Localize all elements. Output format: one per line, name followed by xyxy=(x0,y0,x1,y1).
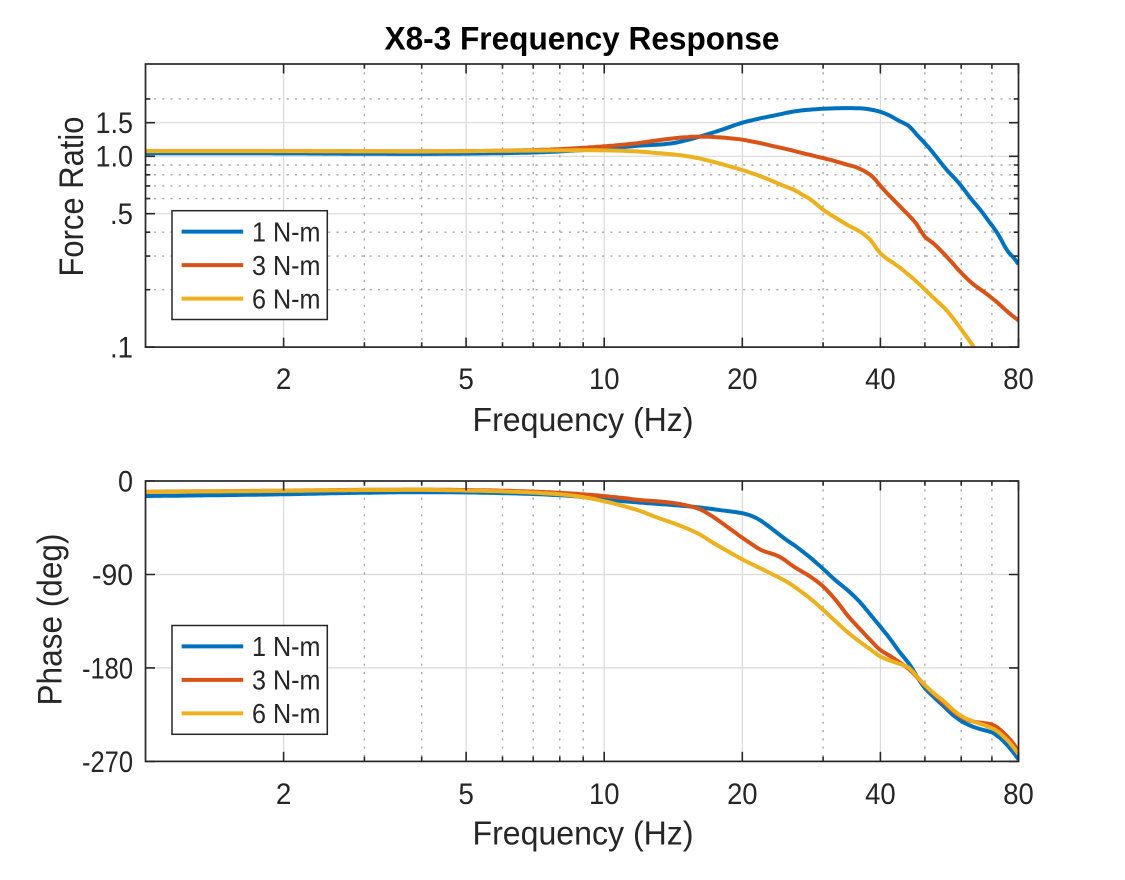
svg-text:10: 10 xyxy=(589,778,620,811)
svg-text:-180: -180 xyxy=(82,652,133,685)
svg-text:1.5: 1.5 xyxy=(96,107,134,140)
svg-text:.5: .5 xyxy=(110,198,133,231)
svg-text:Frequency (Hz): Frequency (Hz) xyxy=(473,401,694,438)
svg-text:-90: -90 xyxy=(92,559,133,592)
svg-text:6 N-m: 6 N-m xyxy=(252,283,321,314)
svg-text:20: 20 xyxy=(727,363,758,396)
svg-text:6 N-m: 6 N-m xyxy=(252,698,321,729)
svg-text:2: 2 xyxy=(276,363,292,396)
svg-text:5: 5 xyxy=(458,363,474,396)
svg-text:.1: .1 xyxy=(110,332,133,365)
svg-text:X8-3 Frequency Response: X8-3 Frequency Response xyxy=(385,21,780,57)
svg-text:0: 0 xyxy=(118,465,133,498)
svg-text:Phase (deg): Phase (deg) xyxy=(32,534,70,706)
svg-text:40: 40 xyxy=(865,363,896,396)
svg-text:1 N-m: 1 N-m xyxy=(252,631,321,662)
svg-text:1.0: 1.0 xyxy=(96,141,134,174)
svg-text:20: 20 xyxy=(727,778,758,811)
svg-text:3 N-m: 3 N-m xyxy=(252,665,321,696)
svg-text:10: 10 xyxy=(589,363,620,396)
svg-text:-270: -270 xyxy=(82,746,133,779)
svg-text:2: 2 xyxy=(276,778,292,811)
svg-text:1 N-m: 1 N-m xyxy=(252,216,321,247)
svg-text:Frequency (Hz): Frequency (Hz) xyxy=(473,814,694,851)
svg-text:3 N-m: 3 N-m xyxy=(252,250,321,281)
svg-text:40: 40 xyxy=(865,778,896,811)
svg-text:80: 80 xyxy=(1003,778,1034,811)
svg-text:Force Ratio: Force Ratio xyxy=(53,117,91,277)
svg-text:80: 80 xyxy=(1003,363,1034,396)
svg-text:5: 5 xyxy=(458,778,474,811)
